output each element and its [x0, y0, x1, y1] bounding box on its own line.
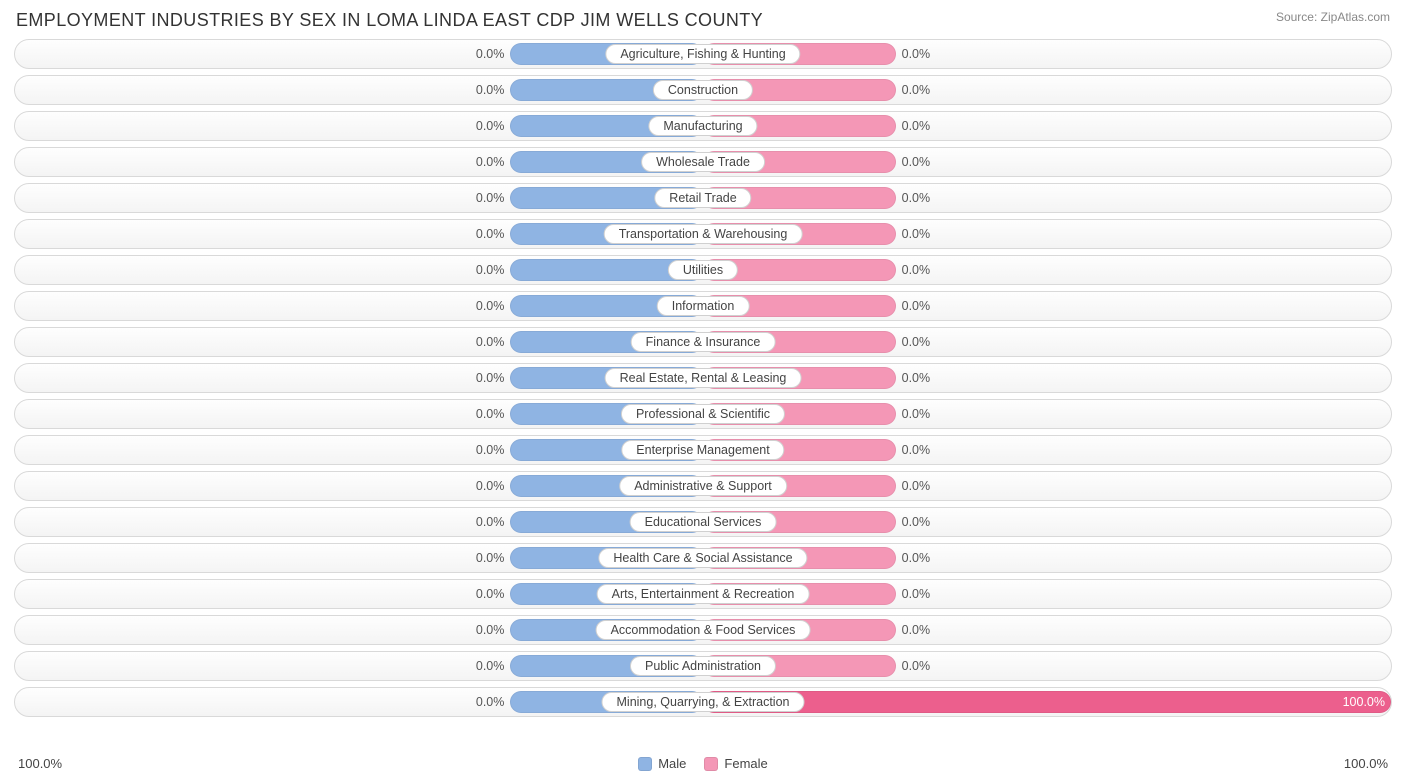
chart-row: 0.0% 0.0% Health Care & Social Assistance	[14, 543, 1392, 573]
axis-right-label: 100.0%	[1344, 756, 1388, 771]
value-female: 0.0%	[902, 83, 931, 97]
value-female: 0.0%	[902, 335, 931, 349]
value-male: 0.0%	[476, 299, 505, 313]
chart-row: 0.0% 0.0% Administrative & Support	[14, 471, 1392, 501]
chart-row: 0.0% 0.0% Enterprise Management	[14, 435, 1392, 465]
legend-male-label: Male	[658, 756, 686, 771]
category-label: Finance & Insurance	[631, 332, 776, 352]
value-female: 0.0%	[902, 551, 931, 565]
value-male: 0.0%	[476, 407, 505, 421]
value-male: 0.0%	[476, 227, 505, 241]
chart-row: 0.0% 0.0% Accommodation & Food Services	[14, 615, 1392, 645]
value-male: 0.0%	[476, 623, 505, 637]
category-label: Utilities	[668, 260, 738, 280]
value-female: 100.0%	[1343, 695, 1385, 709]
chart-footer: 100.0% Male Female 100.0%	[14, 756, 1392, 771]
category-label: Real Estate, Rental & Leasing	[605, 368, 802, 388]
legend-female-swatch	[704, 757, 718, 771]
legend-female-label: Female	[724, 756, 767, 771]
chart-row: 0.0% 0.0% Utilities	[14, 255, 1392, 285]
value-female: 0.0%	[902, 371, 931, 385]
chart-row: 0.0% 0.0% Agriculture, Fishing & Hunting	[14, 39, 1392, 69]
category-label: Enterprise Management	[621, 440, 784, 460]
category-label: Manufacturing	[648, 116, 757, 136]
axis-left-label: 100.0%	[18, 756, 62, 771]
category-label: Construction	[653, 80, 753, 100]
category-label: Information	[657, 296, 750, 316]
chart-row: 0.0% 0.0% Manufacturing	[14, 111, 1392, 141]
category-label: Retail Trade	[654, 188, 751, 208]
chart-row: 0.0% 100.0% Mining, Quarrying, & Extractio…	[14, 687, 1392, 717]
value-female: 0.0%	[902, 191, 931, 205]
value-female: 0.0%	[902, 407, 931, 421]
value-male: 0.0%	[476, 659, 505, 673]
chart-header: EMPLOYMENT INDUSTRIES BY SEX IN LOMA LIN…	[14, 10, 1392, 31]
value-male: 0.0%	[476, 335, 505, 349]
legend-male-swatch	[638, 757, 652, 771]
value-female: 0.0%	[902, 623, 931, 637]
value-male: 0.0%	[476, 47, 505, 61]
category-label: Educational Services	[630, 512, 777, 532]
value-male: 0.0%	[476, 371, 505, 385]
value-female: 0.0%	[902, 659, 931, 673]
chart-row: 0.0% 0.0% Information	[14, 291, 1392, 321]
legend: Male Female	[62, 756, 1344, 771]
chart-rows: 0.0%0.0%Agriculture, Fishing & Hunting0.…	[14, 39, 1392, 750]
legend-female: Female	[704, 756, 767, 771]
chart-row: 0.0% 0.0% Educational Services	[14, 507, 1392, 537]
bar-female	[703, 691, 1391, 713]
category-label: Professional & Scientific	[621, 404, 785, 424]
value-male: 0.0%	[476, 479, 505, 493]
category-label: Transportation & Warehousing	[604, 224, 803, 244]
category-label: Wholesale Trade	[641, 152, 765, 172]
chart-source: Source: ZipAtlas.com	[1276, 10, 1390, 24]
category-label: Public Administration	[630, 656, 776, 676]
chart-row: 0.0% 0.0% Public Administration	[14, 651, 1392, 681]
chart-row: 0.0% 0.0% Finance & Insurance	[14, 327, 1392, 357]
chart-row: 0.0% 0.0% Professional & Scientific	[14, 399, 1392, 429]
value-male: 0.0%	[476, 443, 505, 457]
category-label: Accommodation & Food Services	[596, 620, 811, 640]
value-female: 0.0%	[902, 155, 931, 169]
value-female: 0.0%	[902, 479, 931, 493]
value-female: 0.0%	[902, 299, 931, 313]
category-label: Health Care & Social Assistance	[598, 548, 807, 568]
value-female: 0.0%	[902, 515, 931, 529]
value-female: 0.0%	[902, 47, 931, 61]
value-male: 0.0%	[476, 191, 505, 205]
value-male: 0.0%	[476, 83, 505, 97]
chart-row: 0.0% 0.0% Transportation & Warehousing	[14, 219, 1392, 249]
value-female: 0.0%	[902, 587, 931, 601]
value-female: 0.0%	[902, 119, 931, 133]
value-male: 0.0%	[476, 515, 505, 529]
category-label: Agriculture, Fishing & Hunting	[605, 44, 800, 64]
value-male: 0.0%	[476, 695, 505, 709]
value-male: 0.0%	[476, 155, 505, 169]
chart-row: 0.0% 0.0% Real Estate, Rental & Leasing	[14, 363, 1392, 393]
legend-male: Male	[638, 756, 686, 771]
chart-row: 0.0% 0.0% Wholesale Trade	[14, 147, 1392, 177]
value-male: 0.0%	[476, 587, 505, 601]
category-label: Mining, Quarrying, & Extraction	[602, 692, 805, 712]
value-male: 0.0%	[476, 119, 505, 133]
chart-row: 0.0% 0.0% Retail Trade	[14, 183, 1392, 213]
chart-title: EMPLOYMENT INDUSTRIES BY SEX IN LOMA LIN…	[16, 10, 763, 31]
category-label: Arts, Entertainment & Recreation	[597, 584, 810, 604]
value-male: 0.0%	[476, 551, 505, 565]
value-female: 0.0%	[902, 443, 931, 457]
value-female: 0.0%	[902, 227, 931, 241]
category-label: Administrative & Support	[619, 476, 787, 496]
value-male: 0.0%	[476, 263, 505, 277]
value-female: 0.0%	[902, 263, 931, 277]
chart-row: 0.0% 0.0% Construction	[14, 75, 1392, 105]
chart-row: 0.0% 0.0% Arts, Entertainment & Recreation	[14, 579, 1392, 609]
